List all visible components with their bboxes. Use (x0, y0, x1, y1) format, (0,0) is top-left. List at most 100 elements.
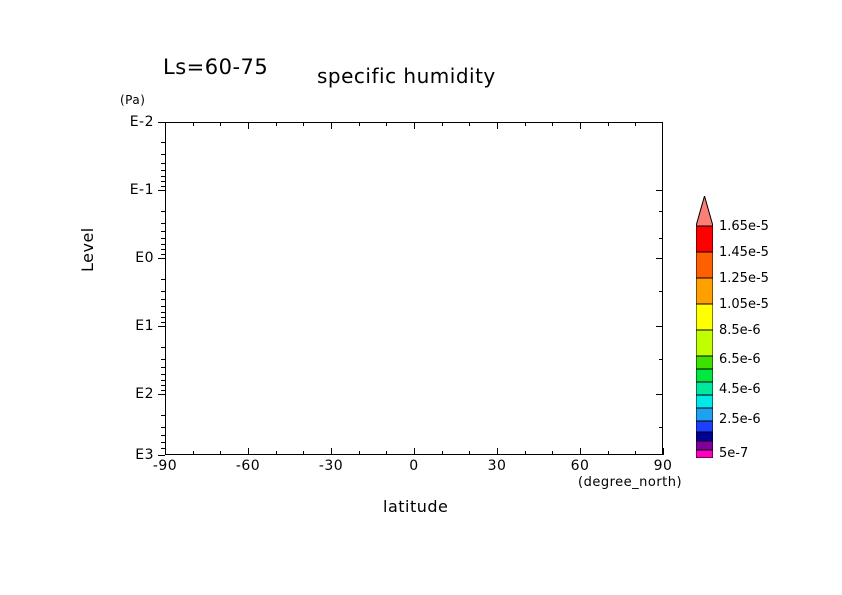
y-tick-right (656, 190, 663, 191)
y-tick (158, 326, 165, 327)
x-tick (276, 451, 277, 455)
y-tick (161, 317, 165, 318)
y-tick (158, 122, 165, 123)
y-tick (161, 442, 165, 443)
y-tick (161, 154, 165, 155)
y-tick (161, 249, 165, 250)
y-tick (161, 279, 165, 280)
y-tick (161, 254, 165, 255)
x-tick-top (303, 122, 304, 126)
x-tick-top (497, 122, 498, 129)
plot-frame (165, 122, 663, 455)
x-tick-top (248, 122, 249, 129)
y-tick (161, 448, 165, 449)
colorbar-label: 5e-7 (719, 446, 749, 461)
y-tick (161, 181, 165, 182)
y-tick-right (659, 238, 663, 239)
x-tick-label: 30 (487, 458, 507, 474)
colorbar-label: 8.5e-6 (719, 323, 761, 338)
x-tick-label: 90 (653, 458, 673, 474)
colorbar-label: 1.65e-5 (719, 219, 769, 234)
y-tick-right (659, 211, 663, 212)
x-tick (248, 448, 249, 455)
y-tick-right (656, 326, 663, 327)
x-tick (414, 448, 415, 455)
y-tick (161, 312, 165, 313)
x-tick (331, 448, 332, 455)
x-tick (469, 451, 470, 455)
x-tick-top (414, 122, 415, 129)
x-tick (165, 448, 166, 455)
y-tick (161, 223, 165, 224)
y-tick-label: E-1 (129, 182, 154, 198)
y-tick-right (659, 427, 663, 428)
x-tick-label: -60 (235, 458, 261, 474)
x-tick-top (552, 122, 553, 126)
y-tick (161, 435, 165, 436)
x-tick (386, 451, 387, 455)
x-tick-top (331, 122, 332, 129)
colorbar-label: 2.5e-6 (719, 412, 761, 427)
y-tick-label: E-2 (129, 114, 154, 130)
y-tick (161, 380, 165, 381)
x-axis-unit: (degree_north) (578, 475, 683, 490)
x-tick (497, 448, 498, 455)
colorbar-label: 1.05e-5 (719, 297, 769, 312)
y-axis-unit: (Pa) (120, 93, 146, 107)
x-tick-label: -90 (152, 458, 178, 474)
x-tick-top (580, 122, 581, 129)
y-tick (161, 415, 165, 416)
x-tick-top (442, 122, 443, 126)
y-tick (161, 238, 165, 239)
x-tick-top (386, 122, 387, 126)
y-tick (161, 367, 165, 368)
y-tick-label: E0 (135, 250, 154, 266)
y-tick (161, 427, 165, 428)
y-tick (161, 186, 165, 187)
y-tick (158, 394, 165, 395)
y-tick (161, 390, 165, 391)
y-tick (158, 190, 165, 191)
x-tick (525, 451, 526, 455)
y-tick (158, 258, 165, 259)
x-tick (359, 451, 360, 455)
x-tick (193, 451, 194, 455)
x-tick-top (608, 122, 609, 126)
y-axis-label: Level (78, 227, 97, 272)
y-tick-right (659, 359, 663, 360)
x-axis-label: latitude (383, 497, 449, 516)
x-tick-label: 0 (409, 458, 419, 474)
y-tick (161, 322, 165, 323)
x-tick-top (359, 122, 360, 126)
y-tick (161, 231, 165, 232)
y-tick (158, 455, 165, 456)
x-tick-top (276, 122, 277, 126)
y-tick (161, 347, 165, 348)
y-tick (161, 374, 165, 375)
colorbar-label: 1.25e-5 (719, 271, 769, 286)
x-tick-label: -30 (318, 458, 344, 474)
y-tick (161, 142, 165, 143)
x-tick (663, 448, 664, 455)
season-title: Ls=60-75 (163, 55, 269, 79)
y-tick (161, 359, 165, 360)
y-tick-right (656, 258, 663, 259)
y-tick (161, 385, 165, 386)
y-tick (161, 244, 165, 245)
y-tick (161, 176, 165, 177)
plot-title: specific humidity (317, 64, 496, 88)
x-tick-top (220, 122, 221, 126)
x-tick-top (635, 122, 636, 126)
x-tick-top (193, 122, 194, 126)
y-tick-right (659, 291, 663, 292)
x-tick (552, 451, 553, 455)
y-tick-label: E2 (135, 386, 154, 402)
x-tick (442, 451, 443, 455)
y-tick (161, 291, 165, 292)
x-tick (608, 451, 609, 455)
y-tick (161, 306, 165, 307)
x-tick-top (469, 122, 470, 126)
colorbar-label: 6.5e-6 (719, 352, 761, 367)
y-tick-right (656, 394, 663, 395)
y-tick (161, 299, 165, 300)
